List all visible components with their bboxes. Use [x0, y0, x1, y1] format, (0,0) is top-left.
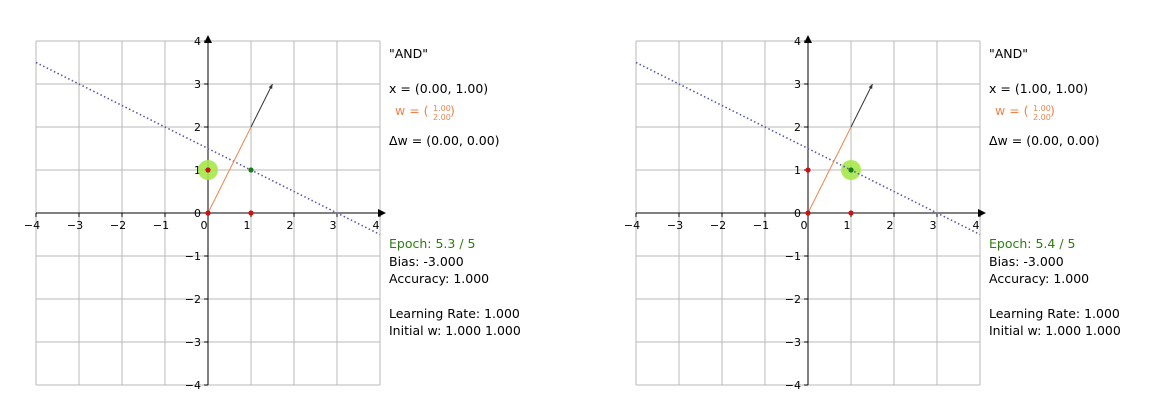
chart-title: "AND": [989, 46, 1028, 61]
x-tick-label: 1: [844, 219, 851, 232]
normal-arrow-shaft: [250, 83, 273, 128]
weight-vector-line: [207, 126, 252, 214]
x-axis-arrowhead: [978, 209, 986, 217]
y-tick-label: 0: [794, 207, 801, 220]
initial-w-text: Initial w: 1.000 1.000: [389, 323, 521, 338]
weight-value-top: 1.00: [433, 104, 451, 113]
y-axis-arrowhead: [804, 35, 812, 43]
weight-label-suffix: ): [450, 103, 455, 118]
x-axis-arrowhead: [378, 209, 386, 217]
y-tick-label: −4: [185, 379, 201, 392]
x-tick-label: 0: [201, 219, 208, 232]
x-tick-label: 1: [244, 219, 251, 232]
weight-label-prefix: w = (: [395, 103, 429, 118]
y-tick-label: −1: [785, 250, 801, 263]
data-point-negative: [805, 210, 811, 216]
weight-label-prefix: w = (: [995, 103, 1029, 118]
x-tick-label: 0: [801, 219, 808, 232]
x-tick-label: −1: [153, 219, 169, 232]
weight-vector-line: [807, 126, 852, 214]
learning-rate-text: Learning Rate: 1.000: [989, 306, 1120, 321]
y-tick-label: −2: [185, 293, 201, 306]
y-tick-label: 3: [794, 78, 801, 91]
x-tick-label: −2: [710, 219, 726, 232]
initial-w-text: Initial w: 1.000 1.000: [989, 323, 1121, 338]
current-x-value: x = (0.00, 1.00): [389, 81, 488, 96]
normal-arrow-head: [868, 84, 873, 89]
x-tick-label: 2: [887, 219, 894, 232]
data-point-negative: [848, 210, 854, 216]
y-tick-label: 1: [194, 164, 201, 177]
y-tick-label: 1: [794, 164, 801, 177]
epoch-text: Epoch: 5.3 / 5: [389, 236, 475, 251]
weight-value-top: 1.00: [1033, 104, 1051, 113]
data-point-negative: [205, 210, 211, 216]
normal-arrow-head: [268, 84, 273, 89]
y-tick-label: 0: [194, 207, 201, 220]
x-tick-label: 3: [330, 219, 337, 232]
x-tick-label: −1: [753, 219, 769, 232]
x-tick-label: 2: [287, 219, 294, 232]
y-tick-label: 4: [194, 35, 201, 48]
delta-w-value: Δw = (0.00, 0.00): [389, 133, 500, 148]
chart-title: "AND": [389, 46, 428, 61]
bias-text: Bias: -3.000: [989, 254, 1064, 269]
x-tick-label: −3: [67, 219, 83, 232]
x-tick-label: −4: [624, 219, 640, 232]
chart-panel-2: −4 −3 −2 −1 0 1 2 3 4 −4 −3 −2 −1 0 1 2 3 4 "AND" x = (1.00…: [624, 35, 1121, 392]
data-point-positive: [248, 167, 254, 173]
x-tick-label: −2: [110, 219, 126, 232]
y-tick-label: 3: [194, 78, 201, 91]
y-tick-label: −1: [185, 250, 201, 263]
x-tick-label: 3: [930, 219, 937, 232]
normal-arrow-shaft: [850, 83, 873, 128]
y-tick-label: 4: [794, 35, 801, 48]
decision-boundary-line: [635, 61, 981, 236]
weight-value-bottom: 2.00: [433, 113, 451, 122]
learning-rate-text: Learning Rate: 1.000: [389, 306, 520, 321]
x-tick-label: −3: [667, 219, 683, 232]
data-point-negative: [805, 167, 811, 173]
x-tick-label: −4: [24, 219, 40, 232]
data-point-negative: [205, 167, 211, 173]
y-tick-label: 2: [194, 121, 201, 134]
chart-panel-1: −4 −3 −2 −1 0 1 2 3 4 −4 −3 −2 −1 0 1 2 3 4 "AND" x = (0.00…: [24, 35, 521, 392]
y-tick-label: 2: [794, 121, 801, 134]
weight-value-bottom: 2.00: [1033, 113, 1051, 122]
data-point-positive: [848, 167, 854, 173]
data-point-negative: [248, 210, 254, 216]
y-tick-label: −3: [185, 336, 201, 349]
y-axis-arrowhead: [204, 35, 212, 43]
y-tick-label: −2: [785, 293, 801, 306]
y-tick-label: −3: [785, 336, 801, 349]
x-tick-label: 4: [973, 219, 980, 232]
accuracy-text: Accuracy: 1.000: [389, 271, 489, 286]
current-x-value: x = (1.00, 1.00): [989, 81, 1088, 96]
epoch-text: Epoch: 5.4 / 5: [989, 236, 1075, 251]
x-tick-label: 4: [373, 219, 380, 232]
bias-text: Bias: -3.000: [389, 254, 464, 269]
delta-w-value: Δw = (0.00, 0.00): [989, 133, 1100, 148]
weight-label-suffix: ): [1050, 103, 1055, 118]
decision-boundary-line: [35, 61, 381, 236]
accuracy-text: Accuracy: 1.000: [989, 271, 1089, 286]
y-tick-label: −4: [785, 379, 801, 392]
